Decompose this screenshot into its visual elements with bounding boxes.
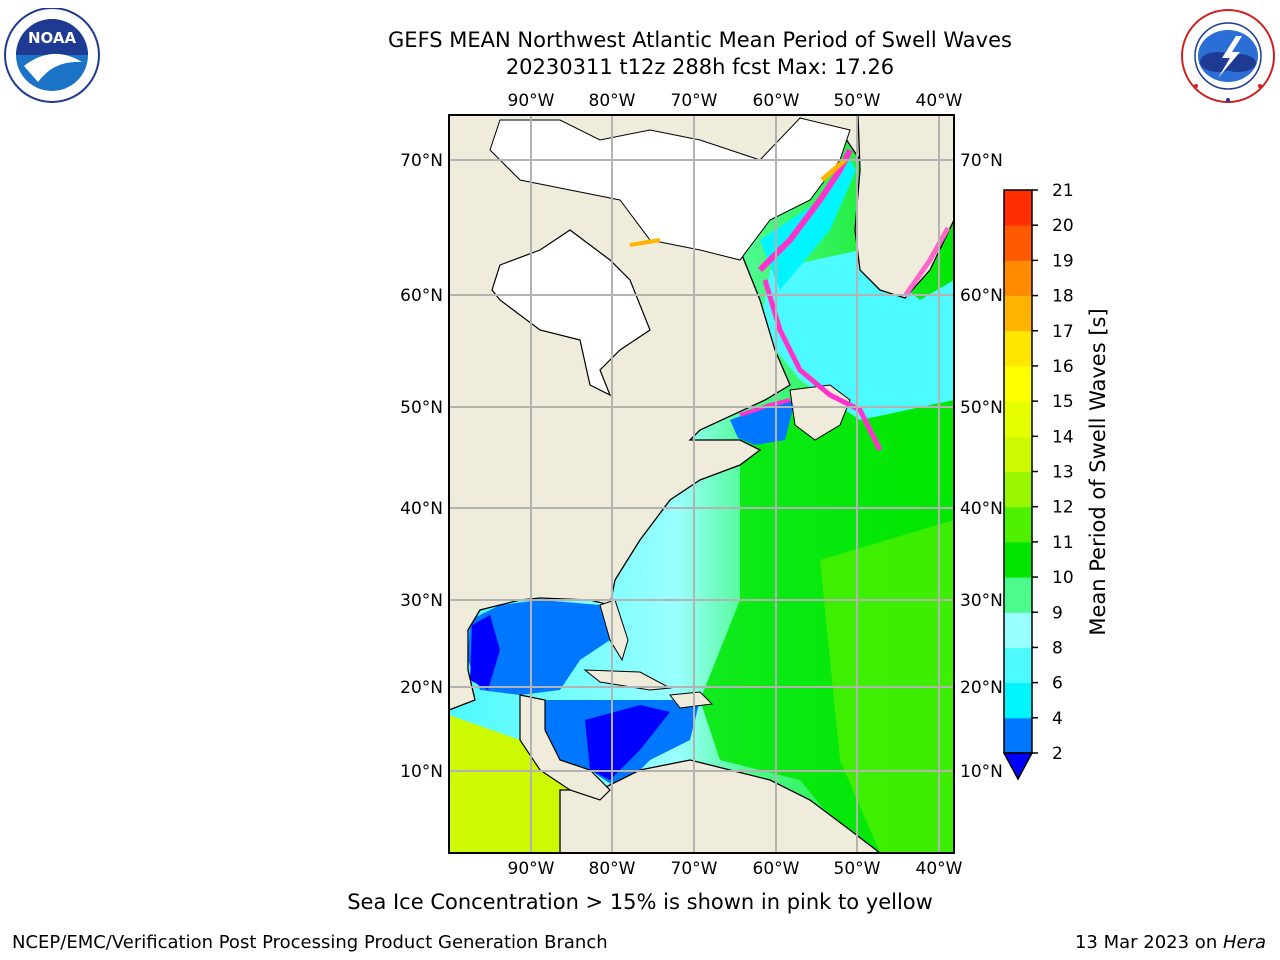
colorbar-segment: [1004, 436, 1032, 472]
colorbar-segment: [1004, 295, 1032, 332]
lat-label: 40°N: [960, 499, 1003, 519]
colorbar-segment: [1004, 682, 1032, 719]
lon-label: 90°W: [508, 91, 555, 111]
colorbar-segment: [1004, 260, 1032, 297]
lat-label: 30°N: [960, 591, 1003, 611]
gulf-of-mexico: [468, 600, 610, 695]
hispaniola-island: [669, 691, 714, 709]
central-america-land: [519, 694, 611, 801]
lat-label: 70°N: [400, 151, 443, 171]
nws-logo-icon: [1181, 9, 1275, 103]
sea-ice-yellow-patch: [820, 158, 847, 182]
colorbar-segment: [1004, 401, 1032, 437]
colorbar-tick-label: 17: [1052, 322, 1074, 342]
colorbar-tick-label: 19: [1052, 251, 1074, 271]
lon-label: 60°W: [753, 91, 800, 111]
colorbar-segment: [1004, 717, 1032, 754]
colorbar: 2 4 6 8 9 10 11 12 13 14 15 16 17 18 19 20 21: [1002, 181, 1074, 781]
lon-label: 50°W: [834, 91, 881, 111]
footer-credit: NCEP/EMC/Verification Post Processing Pr…: [12, 932, 608, 953]
lat-label: 30°N: [400, 591, 443, 611]
colorbar-segment: [1004, 647, 1032, 684]
colorbar-tick-label: 6: [1052, 674, 1063, 694]
lon-label: 80°W: [589, 859, 636, 879]
noaa-logo-icon: NOAA: [4, 8, 100, 103]
colorbar-tick-label: 11: [1052, 533, 1074, 553]
chart-subtitle: 20230311 t12z 288h fcst Max: 17.26: [505, 55, 895, 79]
baffin-sea-zone: [760, 160, 856, 290]
lat-label: 10°N: [960, 762, 1003, 782]
lat-label: 10°N: [400, 762, 443, 782]
colorbar-tick-label: 12: [1052, 498, 1074, 518]
footer-machine: Hera: [1222, 932, 1266, 953]
colorbar-tick-label: 16: [1052, 357, 1074, 377]
lon-labels-bottom: 90°W 80°W 70°W 60°W 50°W 40°W: [508, 859, 963, 879]
lon-labels-top: 90°W 80°W 70°W 60°W 50°W 40°W: [508, 91, 963, 111]
cuba-island: [583, 669, 672, 691]
lon-label: 80°W: [589, 91, 636, 111]
lat-label: 20°N: [960, 678, 1003, 698]
lon-label: 60°W: [753, 859, 800, 879]
colorbar-tick-label: 4: [1052, 709, 1063, 729]
colorbar-tick-label: 10: [1052, 568, 1074, 588]
gulf-st-lawrence: [730, 400, 795, 445]
lat-labels-left: 70°N 60°N 50°N 40°N 30°N 20°N 10°N: [400, 151, 443, 782]
map-frame: [448, 114, 955, 854]
footer-date: 13 Mar 2023 on Hera: [1075, 932, 1266, 953]
lon-label: 40°W: [916, 859, 963, 879]
sea-ice-st-lawrence: [739, 398, 791, 417]
sea-ice-hudson-patch: [629, 238, 661, 247]
lat-labels-right: 70°N 60°N 50°N 40°N 30°N 20°N 10°N: [960, 151, 1003, 782]
colorbar-segment: [1004, 330, 1032, 367]
colorbar-tick-label: 13: [1052, 463, 1074, 483]
lat-label: 50°N: [400, 398, 443, 418]
colorbar-segment: [1004, 365, 1032, 402]
chart-title: GEFS MEAN Northwest Atlantic Mean Period…: [388, 28, 1012, 52]
colorbar-segment: [1004, 612, 1032, 648]
caribbean-west-zone: [585, 705, 670, 780]
colorbar-tick-label: 20: [1052, 216, 1074, 236]
colorbar-tick-label: 18: [1052, 287, 1074, 307]
sea-ice-edge-labrador: [762, 279, 883, 452]
colorbar-tick-label: 2: [1052, 744, 1063, 764]
south-america-land: [559, 759, 882, 853]
lat-label: 70°N: [960, 151, 1003, 171]
lat-label: 60°N: [400, 286, 443, 306]
colorbar-segment: [1004, 577, 1032, 613]
map-panel: [449, 115, 954, 853]
arctic-ice-area: [489, 117, 851, 261]
colorbar-tick-label: 15: [1052, 392, 1074, 412]
colorbar-segment: [1004, 225, 1032, 261]
lon-label: 50°W: [834, 859, 881, 879]
colorbar-segment: [1004, 471, 1032, 508]
colorbar-segment: [1004, 190, 1032, 226]
lat-label: 60°N: [960, 286, 1003, 306]
gulf-west-zone: [470, 615, 500, 690]
colorbar-segment: [1004, 541, 1032, 578]
lon-label: 40°W: [916, 91, 963, 111]
sea-ice-note: Sea Ice Concentration > 15% is shown in …: [347, 890, 933, 914]
colorbar-segment: [1004, 506, 1032, 543]
colorbar-tick-label: 14: [1052, 427, 1074, 447]
lat-label: 50°N: [960, 398, 1003, 418]
noaa-logo-text: NOAA: [28, 29, 77, 47]
footer-date-text: 13 Mar 2023 on: [1074, 932, 1223, 953]
graticule: [449, 115, 954, 853]
lat-label: 20°N: [400, 678, 443, 698]
colorbar-tick-label: 21: [1052, 181, 1074, 201]
colorbar-tick-label: 8: [1052, 638, 1063, 658]
lon-label: 70°W: [671, 859, 718, 879]
colorbar-label: Mean Period of Swell Waves [s]: [1086, 308, 1110, 635]
lon-label: 70°W: [671, 91, 718, 111]
lat-label: 40°N: [400, 499, 443, 519]
colorbar-extend-arrow: [1002, 752, 1034, 781]
lon-label: 90°W: [508, 859, 555, 879]
sea-ice-edge-greenland: [902, 226, 951, 298]
colorbar-tick-label: 9: [1052, 603, 1063, 623]
